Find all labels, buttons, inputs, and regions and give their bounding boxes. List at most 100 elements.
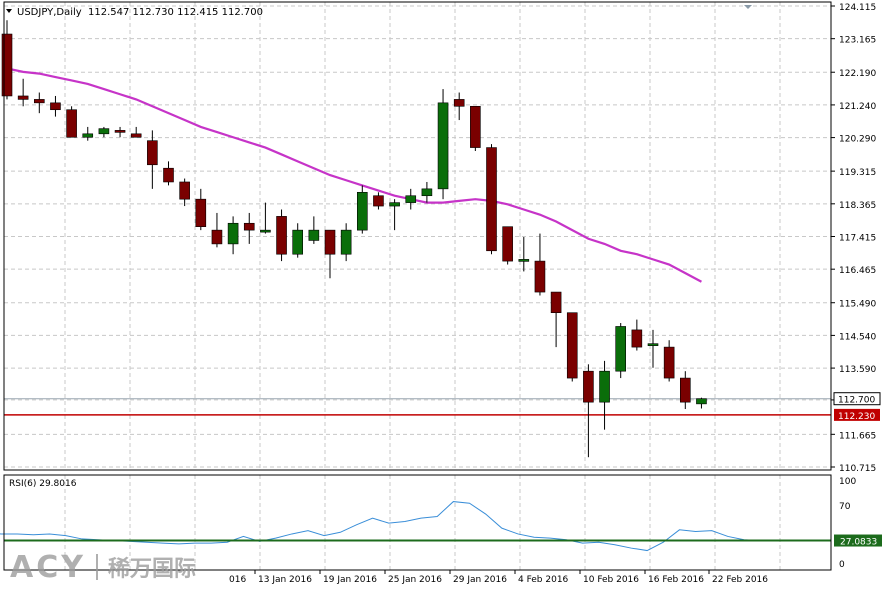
candle[interactable] <box>66 106 77 138</box>
candle-body <box>566 312 578 379</box>
price-tick-label: 124.115 <box>839 3 876 13</box>
candle[interactable] <box>340 223 352 262</box>
candle-body <box>599 370 610 403</box>
candle[interactable] <box>663 340 675 382</box>
candle[interactable] <box>114 126 126 138</box>
candle[interactable] <box>179 178 190 207</box>
time-label: 29 Jan 2016 <box>453 575 507 585</box>
candle-body <box>437 102 449 190</box>
candle-body <box>389 202 400 207</box>
candle[interactable] <box>437 89 449 200</box>
candle[interactable] <box>566 312 578 382</box>
candle[interactable] <box>647 329 659 368</box>
support-price-box <box>834 408 880 421</box>
candle[interactable] <box>243 212 255 244</box>
candle[interactable] <box>17 78 29 107</box>
candle[interactable] <box>1 20 13 100</box>
candle[interactable] <box>50 95 61 117</box>
candle[interactable] <box>470 105 481 152</box>
candle-body <box>647 343 659 346</box>
candle-body <box>356 191 368 231</box>
candle-body <box>17 95 29 100</box>
time-label: 19 Jan 2016 <box>323 575 377 585</box>
candle-body <box>195 198 207 227</box>
shift-marker-icon[interactable] <box>744 5 752 9</box>
price-tick-label: 117.415 <box>839 234 876 244</box>
candle[interactable] <box>696 397 707 409</box>
candle-body <box>292 229 304 255</box>
candle[interactable] <box>615 323 627 379</box>
candle-body <box>179 181 190 200</box>
candle-body <box>147 140 158 166</box>
candle[interactable] <box>33 92 45 114</box>
time-label: 16 Feb 2016 <box>648 575 704 585</box>
candle[interactable] <box>356 185 368 234</box>
time-label-partial: 016 <box>229 575 246 585</box>
chart-header: USDJPY,Daily 112.547 112.730 112.415 112… <box>6 5 752 18</box>
candle-body <box>50 102 61 111</box>
candle[interactable] <box>421 181 433 203</box>
horizontal-price-line <box>4 398 831 416</box>
candle[interactable] <box>486 144 497 255</box>
candle-body <box>373 195 384 207</box>
candle[interactable] <box>453 92 465 121</box>
rsi-pane-frame <box>3 474 832 571</box>
time-label: 25 Jan 2016 <box>388 575 442 585</box>
candle[interactable] <box>211 212 223 248</box>
rsi-axis: 1007030027.0833 <box>834 477 882 570</box>
price-tick-label: 113.590 <box>839 365 876 375</box>
candle[interactable] <box>631 319 643 351</box>
candle-body <box>679 377 691 403</box>
candle-body <box>534 260 546 293</box>
candle[interactable] <box>292 223 304 258</box>
ohlc-readout: 112.547 112.730 112.415 112.700 <box>88 7 263 18</box>
candle-body <box>98 128 110 135</box>
candle-body <box>276 216 287 255</box>
rsi-indicator <box>0 501 831 552</box>
candle-body <box>227 222 239 245</box>
time-label: 22 Feb 2016 <box>712 575 768 585</box>
candle-body <box>583 370 594 403</box>
candle[interactable] <box>599 360 610 430</box>
candle[interactable] <box>583 364 594 458</box>
time-label: 10 Feb 2016 <box>583 575 639 585</box>
candle-body <box>550 291 562 314</box>
candle-body <box>405 195 417 203</box>
price-tick-label: 119.315 <box>839 168 876 178</box>
candle[interactable] <box>163 161 174 186</box>
price-tick-label: 121.240 <box>839 102 876 112</box>
candle-body <box>114 130 126 133</box>
candle[interactable] <box>147 130 158 189</box>
candle[interactable] <box>82 126 94 141</box>
plot-frames <box>3 1 832 571</box>
candle-body <box>663 346 675 379</box>
candle[interactable] <box>502 226 513 265</box>
candle[interactable] <box>98 126 110 138</box>
candle[interactable] <box>550 291 562 348</box>
candle[interactable] <box>260 202 271 234</box>
candle[interactable] <box>518 237 530 272</box>
candle[interactable] <box>389 199 400 231</box>
candle-body <box>631 329 643 348</box>
time-label: 4 Feb 2016 <box>518 575 569 585</box>
candle[interactable] <box>227 216 239 255</box>
candle[interactable] <box>130 126 142 138</box>
candle[interactable] <box>679 371 691 410</box>
candle-body <box>324 229 336 255</box>
candle-body <box>340 229 352 255</box>
price-tick-label: 123.165 <box>839 36 876 46</box>
current-price-label: 112.700 <box>838 396 875 406</box>
grid <box>4 2 831 570</box>
watermark-text: 稀万国际 <box>107 557 196 582</box>
watermark-logo: ACY <box>10 549 86 585</box>
candle[interactable] <box>324 229 336 279</box>
candle[interactable] <box>195 188 207 231</box>
symbol-dropdown-icon[interactable] <box>6 9 12 13</box>
candle[interactable] <box>534 233 546 296</box>
candle[interactable] <box>308 216 320 244</box>
candle[interactable] <box>405 188 417 210</box>
candle[interactable] <box>276 209 287 262</box>
candle[interactable] <box>373 192 384 210</box>
